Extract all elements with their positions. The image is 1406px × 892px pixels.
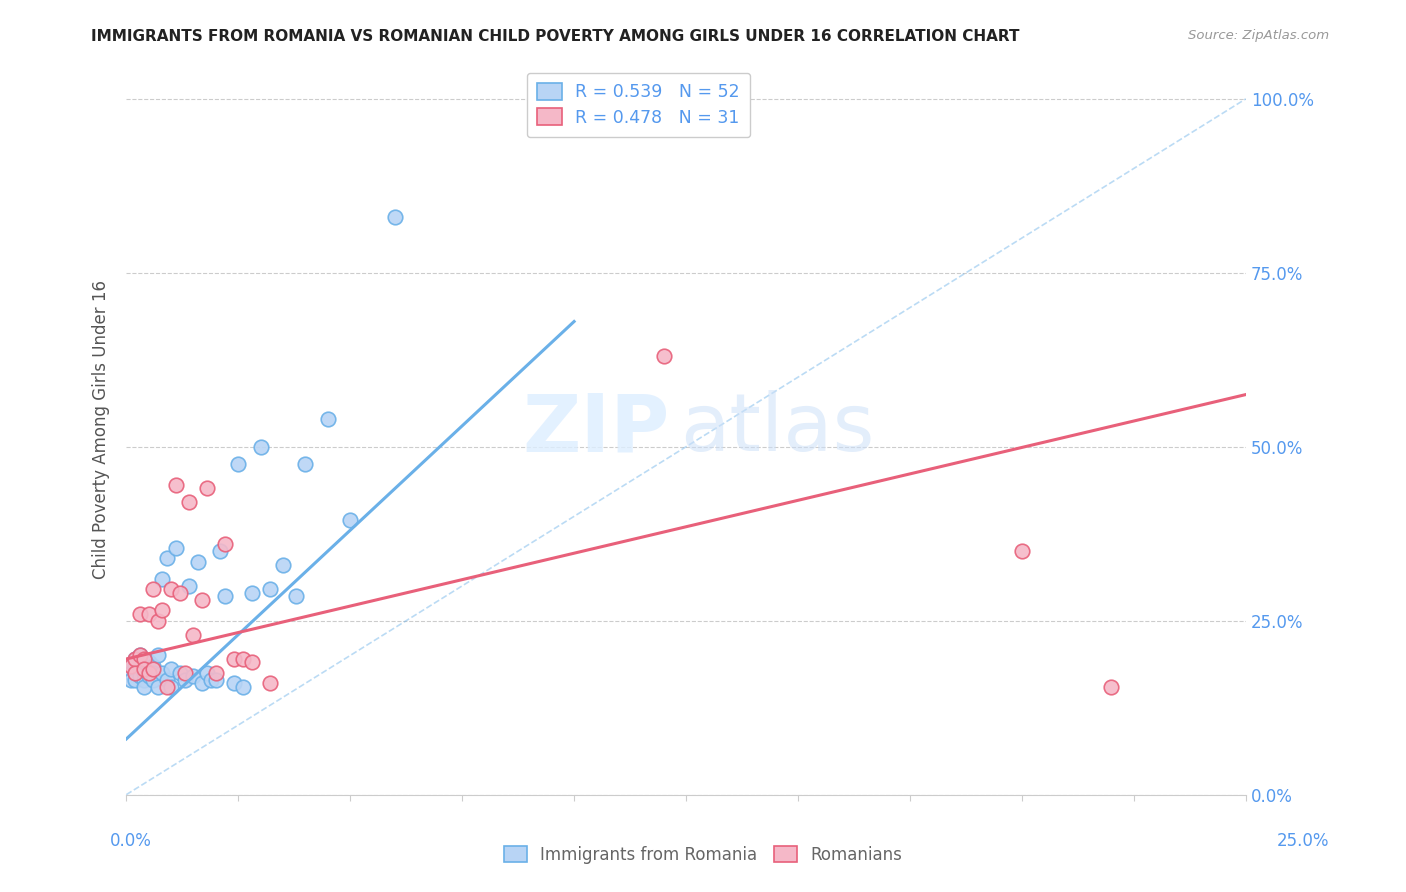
Point <box>128 648 150 663</box>
Point <box>142 659 165 673</box>
Point <box>169 665 191 680</box>
Point <box>222 652 245 666</box>
Legend: Immigrants from Romania, Romanians: Immigrants from Romania, Romanians <box>496 839 910 871</box>
Point <box>142 673 165 687</box>
Point <box>124 652 146 666</box>
Text: ZIP: ZIP <box>522 391 669 468</box>
Point <box>142 582 165 597</box>
Point <box>169 586 191 600</box>
Point <box>183 627 205 641</box>
Point <box>339 513 361 527</box>
Point <box>165 478 187 492</box>
Text: Source: ZipAtlas.com: Source: ZipAtlas.com <box>1188 29 1329 42</box>
Point <box>150 603 173 617</box>
Point <box>1101 680 1123 694</box>
Point <box>160 680 183 694</box>
Point <box>271 558 294 572</box>
Point <box>177 495 200 509</box>
Point <box>142 662 165 676</box>
Point <box>120 665 142 680</box>
Point <box>128 656 150 670</box>
Point <box>124 673 146 687</box>
Point <box>187 555 209 569</box>
Point <box>155 673 177 687</box>
Point <box>191 676 214 690</box>
Legend: R = 0.539   N = 52, R = 0.478   N = 31: R = 0.539 N = 52, R = 0.478 N = 31 <box>527 73 751 137</box>
Point <box>384 210 406 224</box>
Point <box>160 582 183 597</box>
Point <box>128 662 150 676</box>
Text: 0.0%: 0.0% <box>110 831 152 849</box>
Point <box>134 680 156 694</box>
Point <box>120 673 142 687</box>
Point <box>177 579 200 593</box>
Point <box>150 572 173 586</box>
Text: atlas: atlas <box>681 391 875 468</box>
Point <box>200 673 222 687</box>
Point <box>1011 544 1033 558</box>
Point <box>128 669 150 683</box>
Point <box>259 676 281 690</box>
Point <box>173 673 195 687</box>
Point <box>138 662 160 676</box>
Point <box>205 673 228 687</box>
Point <box>134 673 156 687</box>
Point <box>209 544 232 558</box>
Point <box>249 440 271 454</box>
Point <box>652 349 675 363</box>
Point <box>165 541 187 555</box>
Point <box>155 680 177 694</box>
Point <box>232 652 254 666</box>
Point <box>195 482 218 496</box>
Point <box>240 586 263 600</box>
Point <box>138 669 160 683</box>
Point <box>191 592 214 607</box>
Point <box>124 665 146 680</box>
Y-axis label: Child Poverty Among Girls Under 16: Child Poverty Among Girls Under 16 <box>93 280 110 579</box>
Point <box>294 457 316 471</box>
Point <box>214 537 236 551</box>
Point <box>160 662 183 676</box>
Point <box>232 680 254 694</box>
Point <box>195 665 218 680</box>
Point <box>128 607 150 621</box>
Point <box>146 614 169 628</box>
Point <box>316 412 339 426</box>
Point <box>128 648 150 663</box>
Text: 25.0%: 25.0% <box>1277 831 1330 849</box>
Point <box>240 656 263 670</box>
Point <box>138 656 160 670</box>
Point <box>205 665 228 680</box>
Point <box>173 665 195 680</box>
Point <box>142 665 165 680</box>
Point <box>150 665 173 680</box>
Text: IMMIGRANTS FROM ROMANIA VS ROMANIAN CHILD POVERTY AMONG GIRLS UNDER 16 CORRELATI: IMMIGRANTS FROM ROMANIA VS ROMANIAN CHIL… <box>91 29 1019 44</box>
Point <box>124 652 146 666</box>
Point <box>285 590 308 604</box>
Point <box>146 680 169 694</box>
Point <box>120 659 142 673</box>
Point <box>155 551 177 566</box>
Point <box>214 590 236 604</box>
Point <box>183 669 205 683</box>
Point <box>124 665 146 680</box>
Point <box>134 662 156 676</box>
Point <box>146 648 169 663</box>
Point <box>222 676 245 690</box>
Point <box>134 652 156 666</box>
Point <box>124 659 146 673</box>
Point <box>226 457 249 471</box>
Point <box>138 665 160 680</box>
Point <box>138 607 160 621</box>
Point <box>120 659 142 673</box>
Point <box>259 582 281 597</box>
Point <box>134 665 156 680</box>
